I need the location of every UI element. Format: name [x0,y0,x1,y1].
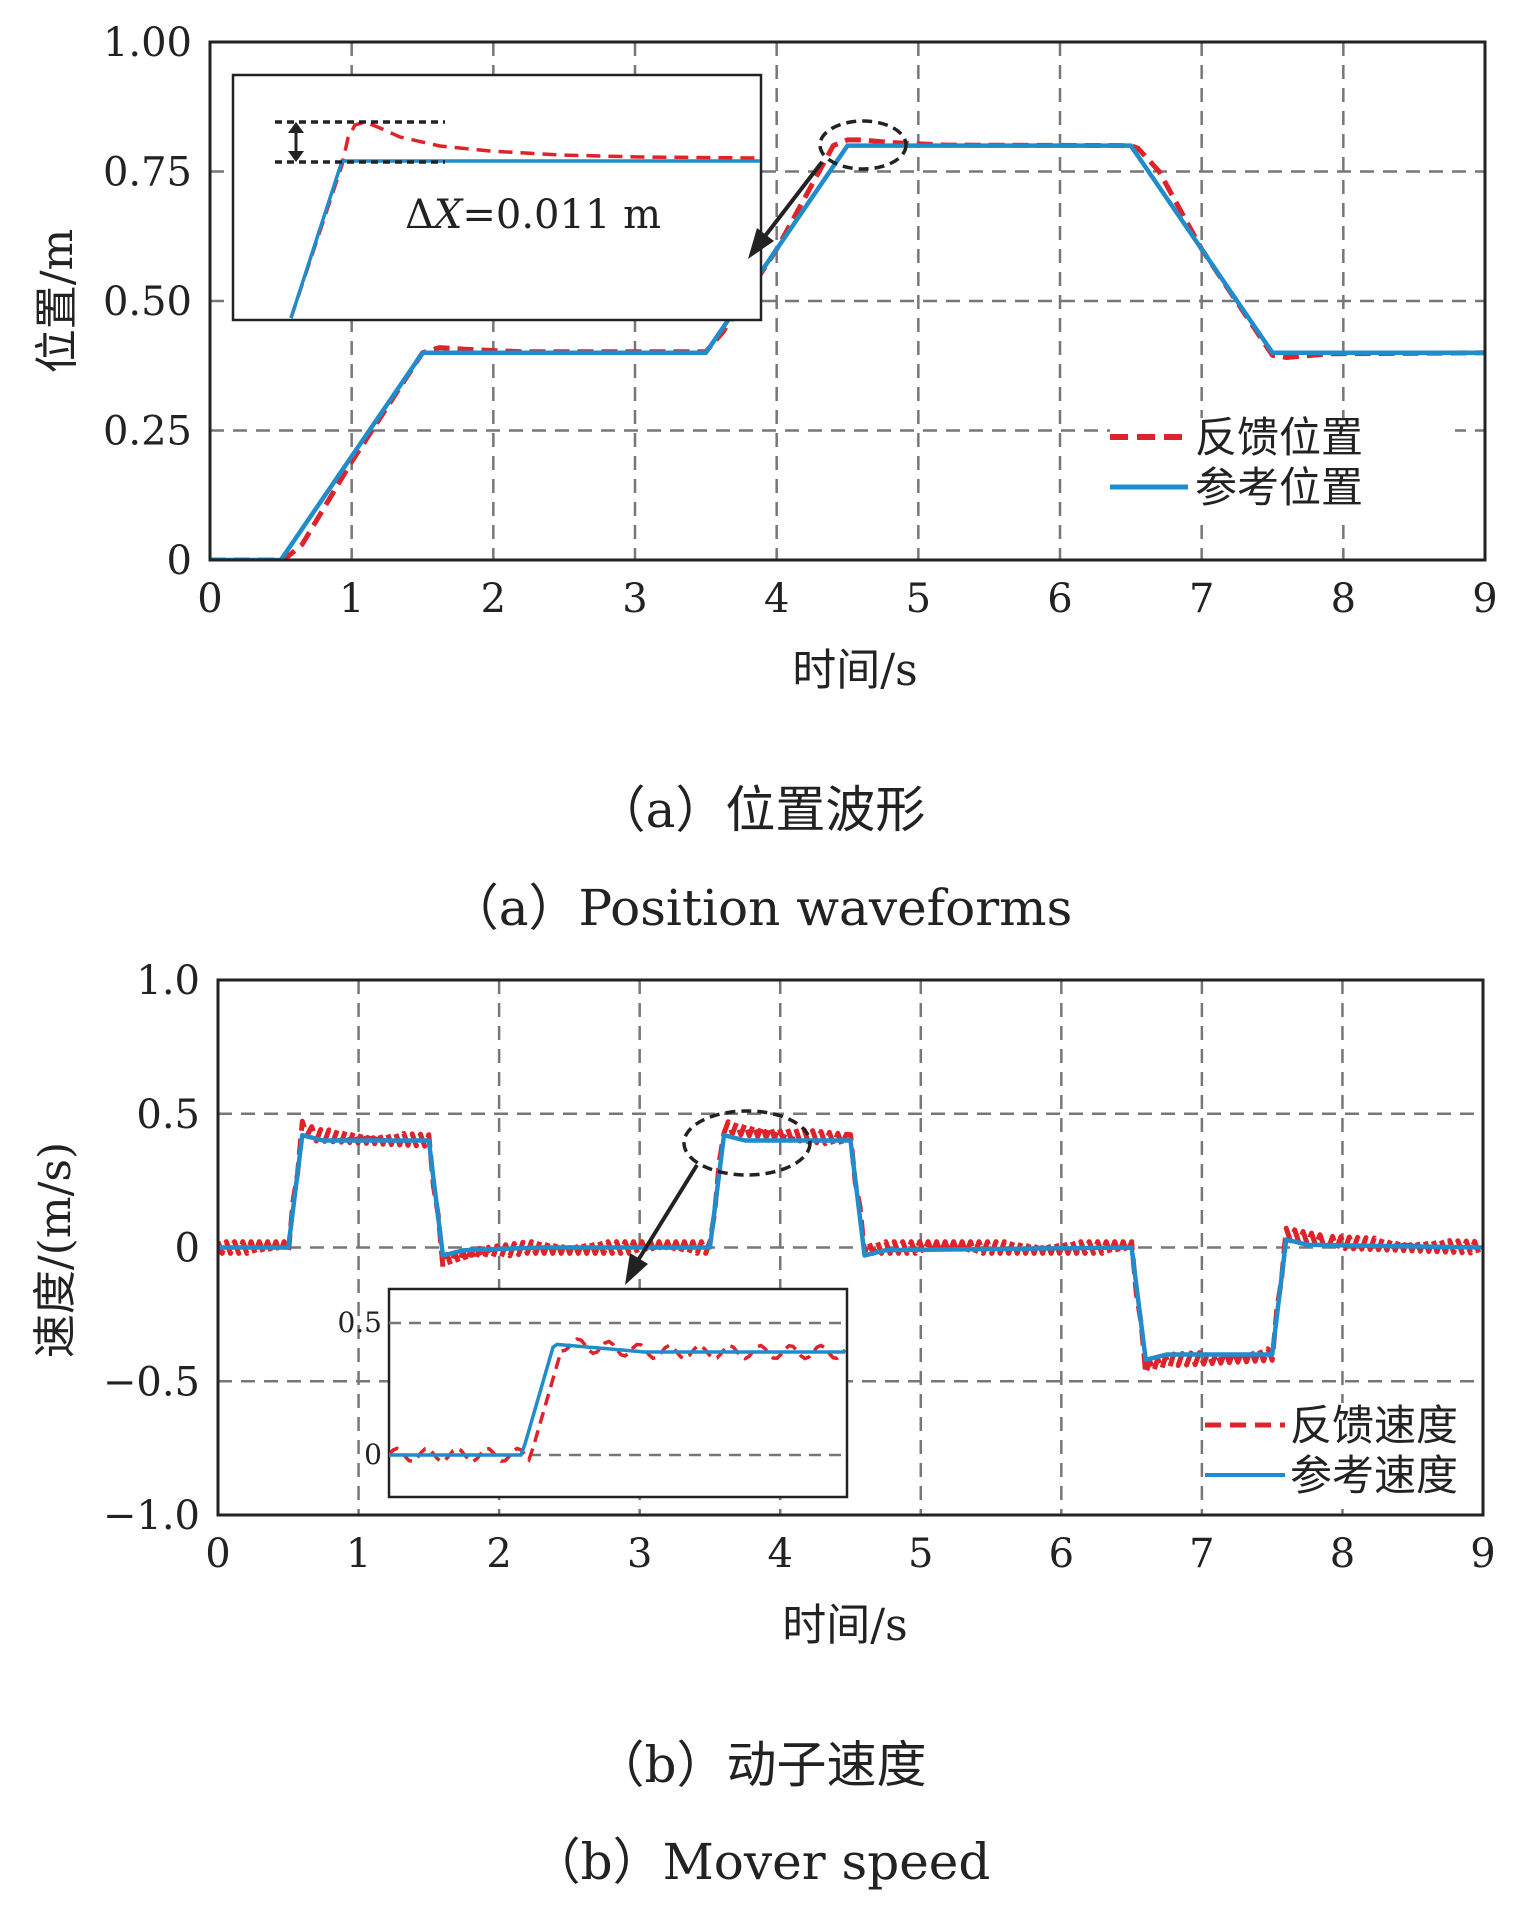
speed-y-axis-label: 速度/(m/s) [30,1142,81,1358]
x-tick-label: 7 [1189,576,1214,622]
speed-inset: 0.5 0 [337,1287,849,1499]
reference-series-line [210,143,1485,560]
position-y-ticks: 0 0.25 0.50 0.75 1.00 [103,20,192,584]
legend-reference-position-label: 参考位置 [1195,463,1363,512]
x-tick-label: 4 [767,1531,792,1577]
position-chart: 0 1 2 3 4 5 6 7 8 9 0 0.25 0.50 0.75 1.00 时间/s 位置/m Δ… [32,20,1498,696]
speed-inset-y-tick-0.5: 0.5 [337,1306,382,1339]
x-tick-label: 4 [764,576,789,622]
position-callout-arrowhead [748,228,774,259]
caption-b-english: （b）Mover speed [530,1833,991,1891]
speed-zoom-callout-ellipse [682,1109,812,1177]
y-tick-label: 0 [175,1226,200,1272]
legend-feedback-position-label: 反馈位置 [1195,413,1363,462]
caption-b-chinese: （b）动子速度 [594,1736,927,1794]
speed-y-ticks: −1.0 −0.5 0 0.5 1.0 [103,958,200,1539]
caption-a-chinese: （a）位置波形 [595,781,926,839]
speed-callout-arrow [635,1163,699,1264]
delta-arrowhead-up [288,122,304,133]
y-tick-label: 1.00 [103,20,192,66]
delta-x-annotation: ΔX=0.011 m [405,192,661,238]
y-tick-label: −1.0 [103,1493,200,1539]
position-inset-frame [231,73,763,322]
y-tick-label: 0.25 [103,409,192,455]
speed-inset-frame [387,1287,849,1499]
y-tick-label: −0.5 [103,1359,200,1405]
speed-inset-reference-line [389,1342,845,1457]
x-tick-label: 8 [1330,1531,1355,1577]
legend-reference-speed-label: 参考速度 [1290,1451,1458,1500]
speed-legend: 反馈速度 参考速度 [1205,1401,1480,1505]
y-tick-label: 0 [167,538,192,584]
position-y-axis-label: 位置/m [32,229,83,374]
x-tick-label: 1 [339,576,364,622]
y-tick-label: 0.75 [103,150,192,196]
position-callout-arrow [760,160,824,242]
x-tick-label: 2 [486,1531,511,1577]
position-zoom-callout-ellipse [818,119,908,171]
position-inset: ΔX=0.011 m [231,73,763,322]
speed-callout-arrowhead [625,1253,648,1285]
x-tick-label: 0 [205,1531,230,1577]
speed-x-ticks: 0 1 2 3 4 5 6 7 8 9 [205,1531,1495,1577]
x-tick-label: 3 [622,576,647,622]
x-tick-label: 8 [1331,576,1356,622]
position-x-axis-label: 时间/s [792,645,917,696]
y-tick-label: 0.5 [136,1092,200,1138]
position-legend: 反馈位置 参考位置 [1110,413,1455,518]
y-tick-label: 1.0 [136,958,200,1004]
legend-feedback-speed-label: 反馈速度 [1290,1401,1458,1450]
delta-arrowhead-down [288,151,304,162]
x-tick-label: 1 [346,1531,371,1577]
x-tick-label: 2 [481,576,506,622]
speed-x-axis-label: 时间/s [782,1600,907,1651]
speed-inset-y-tick-0: 0 [364,1438,382,1471]
x-tick-label: 0 [197,576,222,622]
position-x-ticks: 0 1 2 3 4 5 6 7 8 9 [197,576,1497,622]
x-tick-label: 9 [1472,576,1497,622]
x-tick-label: 6 [1047,576,1072,622]
caption-a-english: （a）Position waveforms [448,879,1073,937]
speed-chart: 0 1 2 3 4 5 6 7 8 9 −1.0 −0.5 0 0.5 1.0 时间/s 速度/(m/s)… [30,958,1496,1651]
position-series [210,137,1485,560]
position-plot-frame [208,40,1487,562]
x-tick-label: 5 [906,576,931,622]
position-inset-feedback-line [289,120,761,319]
x-tick-label: 5 [908,1531,933,1577]
x-tick-label: 3 [627,1531,652,1577]
y-tick-label: 0.50 [103,279,192,325]
x-tick-label: 9 [1470,1531,1495,1577]
x-tick-label: 6 [1049,1531,1074,1577]
speed-plot-frame [216,978,1485,1517]
reference-series-line [218,1132,1483,1363]
x-tick-label: 7 [1189,1531,1214,1577]
speed-series [218,1118,1483,1377]
